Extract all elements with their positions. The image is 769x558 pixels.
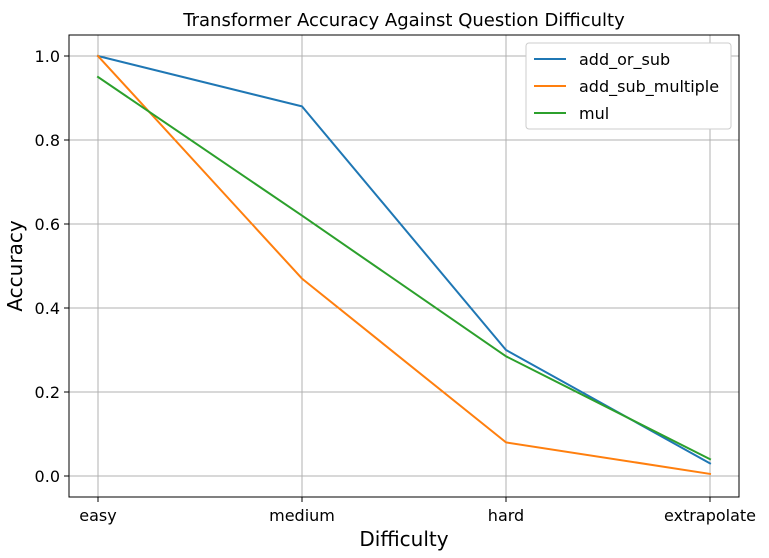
x-axis-ticks: easy medium hard extrapolate	[79, 497, 756, 525]
y-axis-ticks: 0.0 0.2 0.4 0.6 0.8 1.0	[35, 47, 69, 486]
legend-label: mul	[579, 104, 609, 123]
x-axis-label: Difficulty	[359, 527, 448, 551]
chart-title: Transformer Accuracy Against Question Di…	[182, 10, 625, 31]
legend-label: add_or_sub	[579, 50, 670, 70]
y-tick-label: 0.8	[35, 131, 60, 150]
series-line-add-sub-multiple	[96, 54, 712, 476]
legend-box	[525, 42, 732, 130]
x-tick-label: extrapolate	[664, 506, 756, 525]
y-tick-label: 0.4	[35, 299, 60, 318]
legend-label: add_sub_multiple	[579, 77, 719, 97]
series-line-mul	[96, 75, 712, 461]
y-tick-label: 0.2	[35, 383, 60, 402]
grid	[69, 35, 739, 497]
y-tick-label: 1.0	[35, 47, 60, 66]
y-tick-label: 0.0	[35, 467, 60, 486]
series-lines	[96, 54, 712, 476]
x-tick-label: medium	[269, 506, 335, 525]
x-tick-label: hard	[488, 506, 524, 525]
plot-frame	[68, 34, 740, 498]
y-tick-label: 0.6	[35, 215, 60, 234]
x-tick-label: easy	[79, 506, 116, 525]
y-axis-label: Accuracy	[3, 220, 27, 311]
